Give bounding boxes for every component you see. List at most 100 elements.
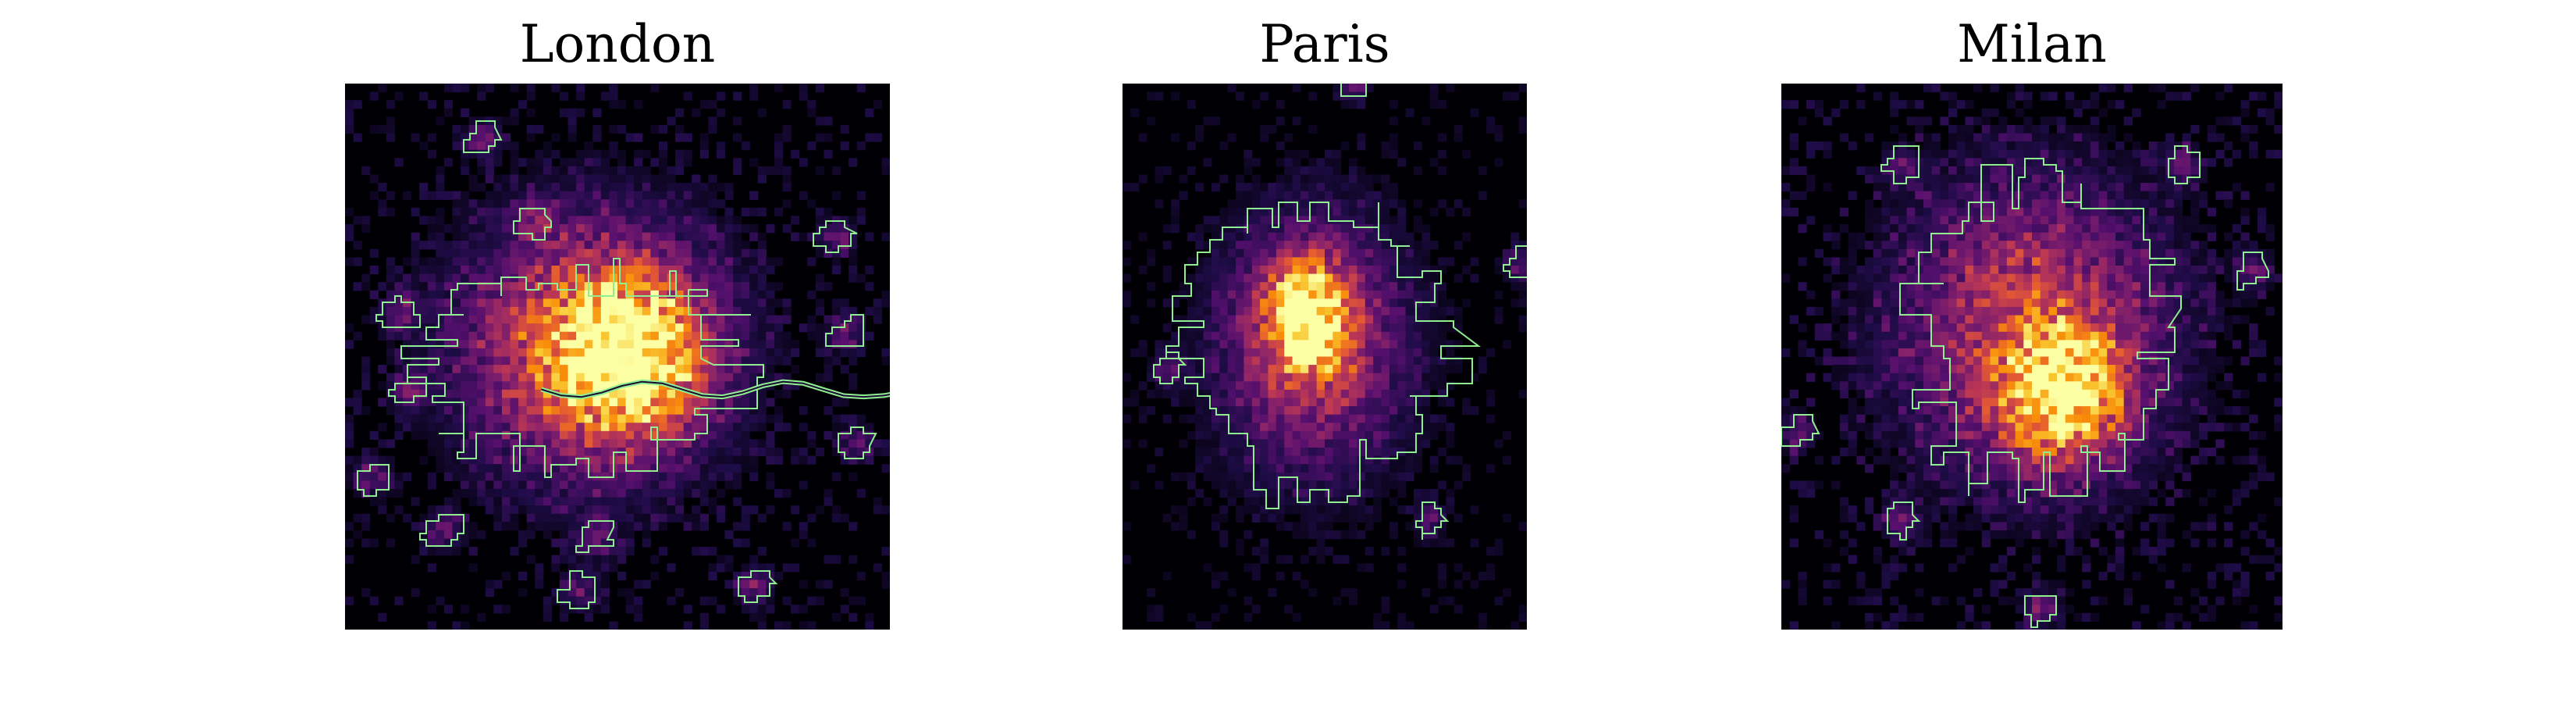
heatmap-cell [617, 183, 627, 192]
heatmap-cell [419, 266, 429, 275]
heatmap-cell [2165, 232, 2175, 241]
heatmap-cell [1381, 340, 1390, 349]
heatmap-cell [1357, 497, 1366, 506]
heatmap-cell [1219, 266, 1229, 275]
heatmap-cell [741, 331, 750, 341]
heatmap-cell [1494, 133, 1503, 142]
heatmap-cell [543, 199, 552, 209]
heatmap-cell [1397, 199, 1407, 209]
heatmap-cell [551, 306, 560, 316]
heatmap-cell [749, 298, 759, 308]
heatmap-cell [1381, 241, 1390, 250]
heatmap-cell [1332, 480, 1342, 490]
heatmap-cell [1438, 257, 1446, 266]
heatmap-cell [1236, 183, 1244, 192]
heatmap-cell [535, 505, 544, 515]
heatmap-cell [551, 133, 560, 142]
heatmap-cell [1260, 340, 1269, 349]
heatmap-cell [568, 588, 577, 598]
heatmap-cell [1268, 323, 1277, 333]
heatmap-cell [485, 439, 494, 448]
heatmap-cell [1332, 513, 1342, 523]
heatmap-cell [667, 116, 676, 126]
heatmap-cell [849, 373, 858, 382]
heatmap-cell [856, 323, 866, 333]
heatmap-cell [1203, 365, 1212, 374]
heatmap-cell [1284, 315, 1293, 324]
heatmap-cell [1203, 266, 1212, 275]
heatmap-cell [1211, 464, 1220, 473]
heatmap-cell [749, 505, 759, 515]
heatmap-cell [1470, 580, 1479, 589]
heatmap-cell [708, 323, 717, 333]
heatmap-cell [1349, 455, 1358, 465]
heatmap-cell [1429, 505, 1439, 515]
heatmap-cell [749, 84, 759, 93]
heatmap-cell [699, 282, 709, 291]
heatmap-cell [683, 216, 692, 225]
heatmap-cell [2165, 241, 2175, 250]
heatmap-cell [461, 348, 470, 358]
heatmap-cell [642, 448, 651, 457]
heatmap-cell [1292, 149, 1301, 159]
heatmap-cell [815, 373, 824, 382]
heatmap-cell [501, 373, 511, 382]
heatmap-cell [543, 282, 552, 291]
heatmap-cell [526, 166, 535, 176]
heatmap-cell [1340, 141, 1350, 151]
heatmap-cell [650, 241, 660, 250]
heatmap-cell [650, 513, 660, 523]
heatmap-cell [600, 166, 610, 176]
heatmap-cell [468, 373, 478, 382]
heatmap-cell [2107, 174, 2116, 184]
heatmap-cell [1397, 158, 1407, 167]
heatmap-cell [1203, 455, 1212, 465]
heatmap-cell [1446, 439, 1455, 448]
heatmap-cell [2107, 124, 2116, 134]
heatmap-cell [675, 248, 685, 259]
heatmap-cell [1227, 315, 1236, 324]
heatmap-cell [1276, 183, 1285, 192]
heatmap-cell [667, 315, 676, 324]
heatmap-cell [1284, 398, 1293, 407]
heatmap-cell [799, 480, 808, 490]
heatmap-cell [485, 340, 494, 349]
heatmap-cell [1405, 398, 1414, 407]
heatmap-cell [1292, 183, 1301, 192]
heatmap-cell [1798, 224, 1807, 234]
heatmap-cell [1397, 389, 1407, 399]
heatmap-cell [766, 306, 775, 316]
heatmap-cell [551, 323, 560, 333]
heatmap-cell [1421, 439, 1431, 448]
heatmap-cell [617, 439, 627, 448]
heatmap-cell [501, 174, 511, 184]
heatmap-cell [2148, 216, 2158, 225]
heatmap-cell [1349, 248, 1358, 259]
heatmap-cell [1429, 381, 1439, 391]
heatmap-cell [510, 290, 519, 299]
heatmap-cell [1890, 248, 1899, 259]
heatmap-cell [2123, 241, 2133, 250]
heatmap-cell [2115, 248, 2125, 259]
heatmap-cell [2065, 224, 2075, 234]
heatmap-cell [856, 340, 866, 349]
heatmap-cell [1308, 522, 1318, 531]
heatmap-cell [419, 423, 429, 432]
heatmap-cell [1332, 158, 1342, 167]
heatmap-cell [699, 273, 709, 283]
heatmap-cell [831, 398, 841, 407]
heatmap-cell [699, 464, 709, 473]
heatmap-cell [1381, 191, 1390, 200]
heatmap-cell [361, 588, 371, 598]
heatmap-cell [683, 257, 692, 266]
heatmap-cell [1276, 191, 1285, 200]
heatmap-cell [1292, 398, 1301, 407]
heatmap-cell [716, 248, 726, 259]
heatmap-cell [675, 290, 685, 299]
heatmap-cell [1357, 323, 1366, 333]
heatmap-cell [1308, 488, 1318, 498]
heatmap-cell [1349, 174, 1358, 184]
heatmap-cell [2098, 149, 2108, 159]
heatmap-cell [386, 273, 396, 283]
heatmap-cell [1931, 207, 1941, 217]
